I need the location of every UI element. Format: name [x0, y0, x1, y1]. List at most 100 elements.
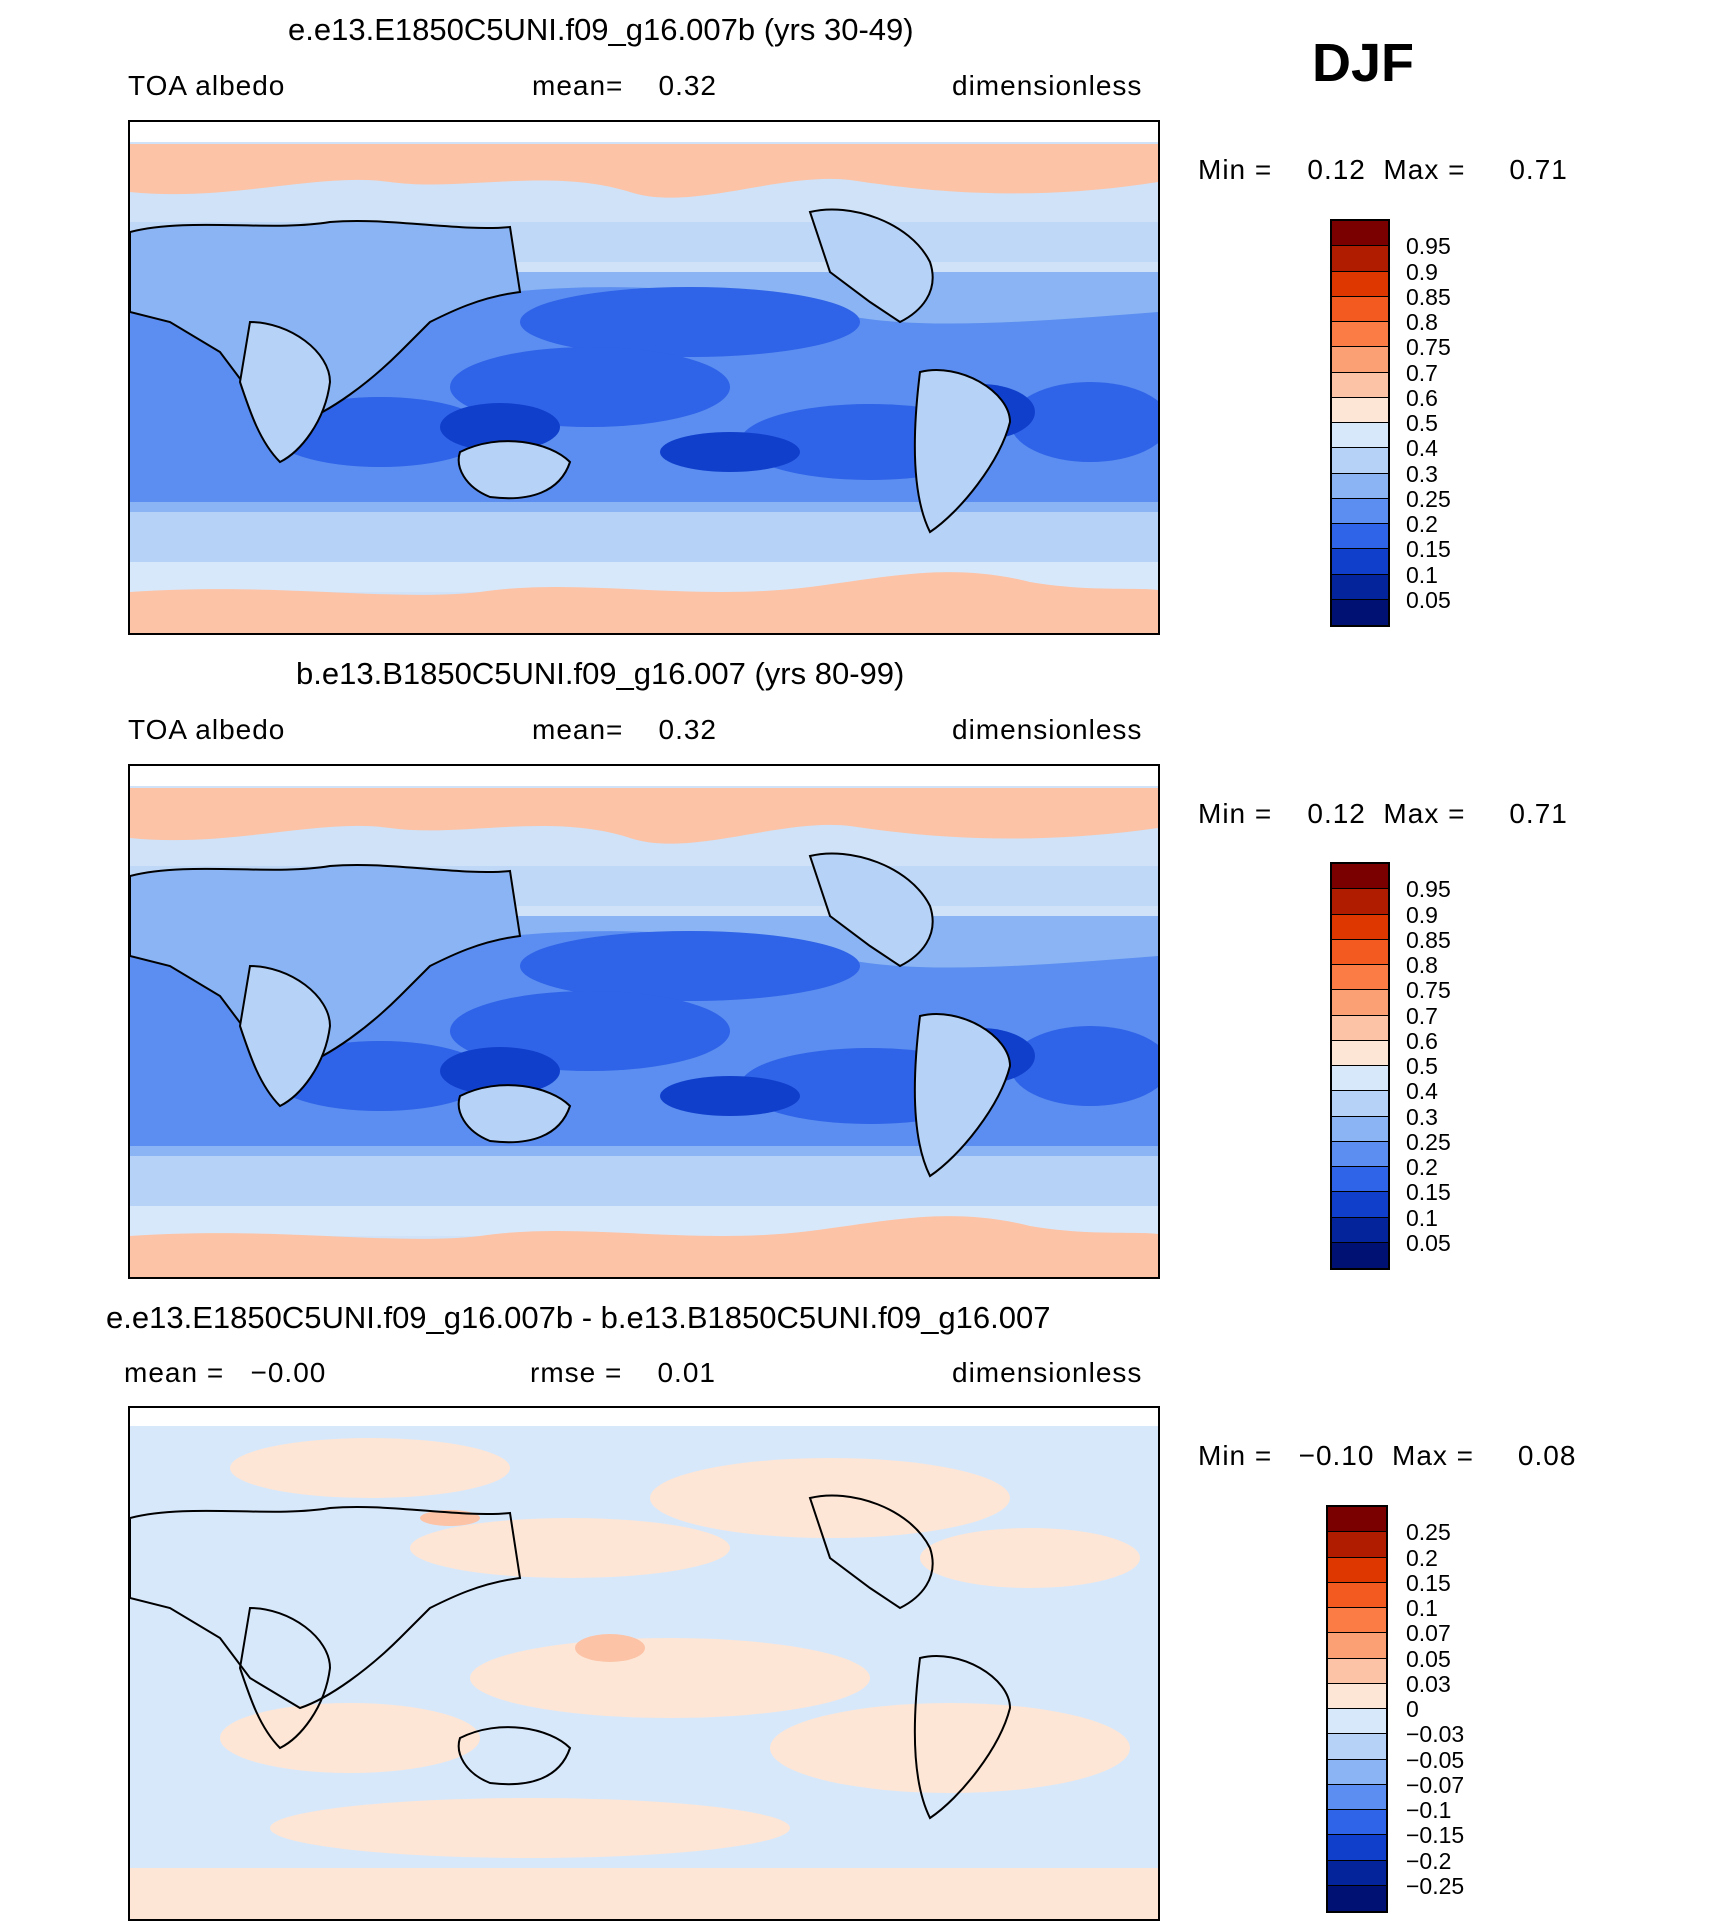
- colorbar-tick-label: 0.15: [1406, 536, 1451, 563]
- panel-3-minmax: Min = −0.10 Max = 0.08: [1198, 1440, 1577, 1471]
- colorbar-segment: [1332, 1217, 1388, 1243]
- colorbar-segment: [1328, 1658, 1386, 1684]
- colorbar-tick-label: 0.05: [1406, 1229, 1451, 1256]
- colorbar-segment: [1332, 1192, 1388, 1218]
- panel-3-rmse: rmse = 0.01: [530, 1357, 716, 1388]
- colorbar-tick-label: 0.5: [1406, 1053, 1438, 1079]
- colorbar-tick-label: 0: [1406, 1696, 1419, 1722]
- colorbar-tick-label: 0.4: [1406, 1078, 1438, 1105]
- colorbar-segment: [1328, 1557, 1386, 1583]
- colorbar-tick-label: 0.9: [1406, 901, 1438, 928]
- colorbar-segment: [1328, 1885, 1386, 1911]
- colorbar-segment: [1328, 1784, 1386, 1810]
- colorbar-segment: [1328, 1507, 1386, 1533]
- panel-1-map: [128, 120, 1160, 635]
- panel-1-mean: mean= 0.32: [532, 70, 718, 101]
- map-field-1: [130, 122, 1158, 633]
- colorbar-tick-label: 0.5: [1406, 410, 1438, 436]
- colorbar-tick-label: 0.6: [1406, 384, 1438, 411]
- colorbar-segment: [1332, 347, 1388, 373]
- panel-3-colorbar: [1326, 1505, 1388, 1913]
- colorbar-segment: [1332, 939, 1388, 965]
- colorbar-segment: [1332, 423, 1388, 449]
- colorbar-segment: [1328, 1860, 1386, 1886]
- colorbar-tick-label: 0.15: [1406, 1569, 1451, 1596]
- season-label: DJF: [1312, 33, 1415, 93]
- panel-1-minmax: Min = 0.12 Max = 0.71: [1198, 154, 1568, 185]
- colorbar-tick-label: 0.75: [1406, 977, 1451, 1004]
- colorbar-tick-label: 0.25: [1406, 1128, 1451, 1155]
- colorbar-segment: [1328, 1582, 1386, 1608]
- colorbar-segment: [1332, 990, 1388, 1016]
- colorbar-tick-label: 0.8: [1406, 952, 1438, 978]
- colorbar-segment: [1332, 372, 1388, 398]
- panel-2-minmax: Min = 0.12 Max = 0.71: [1198, 798, 1568, 829]
- colorbar-segment: [1328, 1734, 1386, 1760]
- colorbar-tick-label: 0.03: [1406, 1670, 1451, 1697]
- colorbar-tick-label: 0.2: [1406, 511, 1438, 537]
- colorbar-tick-label: −0.2: [1406, 1847, 1452, 1874]
- colorbar-tick-label: 0.3: [1406, 1103, 1438, 1130]
- colorbar-tick-label: 0.8: [1406, 309, 1438, 335]
- colorbar-tick-label: 0.7: [1406, 359, 1438, 386]
- colorbar-segment: [1332, 1066, 1388, 1092]
- colorbar-segment: [1332, 246, 1388, 272]
- colorbar-tick-label: 0.05: [1406, 586, 1451, 613]
- colorbar-segment: [1332, 1015, 1388, 1041]
- panel-3-map: [128, 1406, 1160, 1921]
- colorbar-segment: [1332, 473, 1388, 499]
- panel-2-colorbar: [1330, 862, 1390, 1270]
- colorbar-tick-label: −0.1: [1406, 1797, 1452, 1823]
- colorbar-tick-label: 0.85: [1406, 283, 1451, 310]
- colorbar-tick-label: 0.9: [1406, 258, 1438, 285]
- colorbar-segment: [1332, 1116, 1388, 1142]
- colorbar-tick-label: 0.7: [1406, 1002, 1438, 1029]
- colorbar-segment: [1332, 889, 1388, 915]
- panel-2-units: dimensionless: [952, 714, 1143, 745]
- colorbar-segment: [1328, 1810, 1386, 1836]
- colorbar-segment: [1332, 1141, 1388, 1167]
- colorbar-segment: [1328, 1835, 1386, 1861]
- panel-3-title: e.e13.E1850C5UNI.f09_g16.007b - b.e13.B1…: [106, 1300, 1051, 1335]
- panel-1-title: e.e13.E1850C5UNI.f09_g16.007b (yrs 30-49…: [288, 12, 914, 47]
- colorbar-tick-label: 0.3: [1406, 460, 1438, 487]
- colorbar-tick-label: 0.6: [1406, 1027, 1438, 1054]
- colorbar-segment: [1328, 1759, 1386, 1785]
- colorbar-segment: [1332, 574, 1388, 600]
- colorbar-tick-label: 0.75: [1406, 334, 1451, 361]
- panel-2-title: b.e13.B1850C5UNI.f09_g16.007 (yrs 80-99): [296, 656, 905, 691]
- colorbar-tick-label: 0.25: [1406, 485, 1451, 512]
- colorbar-tick-label: −0.25: [1406, 1872, 1465, 1899]
- panel-3-mean: mean = −0.00: [124, 1357, 327, 1388]
- map-field-3: [130, 1408, 1158, 1919]
- colorbar-tick-label: 0.25: [1406, 1519, 1451, 1546]
- colorbar-tick-label: 0.4: [1406, 435, 1438, 462]
- panel-1-units: dimensionless: [952, 70, 1143, 101]
- colorbar-segment: [1328, 1683, 1386, 1709]
- colorbar-tick-label: 0.15: [1406, 1179, 1451, 1206]
- colorbar-tick-label: 0.05: [1406, 1645, 1451, 1672]
- panel-2-variable-label: TOA albedo: [128, 714, 286, 745]
- colorbar-segment: [1332, 498, 1388, 524]
- colorbar-tick-label: 0.1: [1406, 561, 1438, 588]
- colorbar-segment: [1328, 1608, 1386, 1634]
- colorbar-tick-label: 0.95: [1406, 876, 1451, 903]
- colorbar-segment: [1332, 965, 1388, 991]
- colorbar-tick-label: 0.2: [1406, 1544, 1438, 1571]
- panel-3-units: dimensionless: [952, 1357, 1143, 1388]
- colorbar-tick-label: 0.2: [1406, 1154, 1438, 1180]
- colorbar-segment: [1332, 1040, 1388, 1066]
- panel-2-mean: mean= 0.32: [532, 714, 718, 745]
- colorbar-tick-label: 0.85: [1406, 926, 1451, 953]
- colorbar-tick-label: −0.07: [1406, 1771, 1465, 1798]
- colorbar-tick-label: 0.1: [1406, 1204, 1438, 1231]
- panel-1-colorbar: [1330, 219, 1390, 627]
- map-field-2: [130, 766, 1158, 1277]
- colorbar-segment: [1328, 1709, 1386, 1735]
- colorbar-segment: [1332, 1167, 1388, 1193]
- colorbar-segment: [1328, 1633, 1386, 1659]
- colorbar-segment: [1332, 549, 1388, 575]
- colorbar-tick-label: −0.05: [1406, 1746, 1465, 1773]
- colorbar-tick-label: −0.15: [1406, 1822, 1465, 1849]
- colorbar-segment: [1332, 914, 1388, 940]
